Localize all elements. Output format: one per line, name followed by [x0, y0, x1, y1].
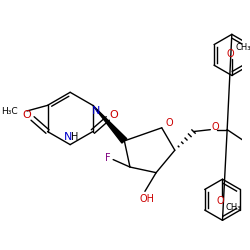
- Text: O: O: [226, 49, 234, 59]
- Text: H₃C: H₃C: [1, 108, 18, 116]
- Polygon shape: [93, 106, 127, 143]
- Text: O: O: [22, 110, 31, 120]
- Text: CH₃: CH₃: [235, 43, 250, 52]
- Text: O: O: [217, 196, 224, 206]
- Text: CH₃: CH₃: [226, 203, 242, 212]
- Text: OH: OH: [139, 194, 154, 204]
- Text: O: O: [109, 110, 118, 120]
- Text: N: N: [92, 106, 100, 116]
- Text: O: O: [211, 122, 219, 132]
- Text: F: F: [105, 153, 110, 163]
- Text: O: O: [166, 118, 173, 128]
- Text: H: H: [71, 132, 78, 142]
- Text: N: N: [64, 132, 72, 142]
